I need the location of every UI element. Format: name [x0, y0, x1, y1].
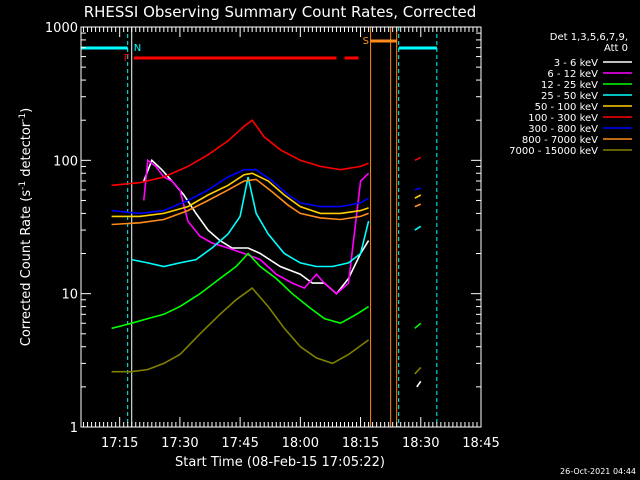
legend-header: Att 0	[604, 43, 628, 54]
legend-label: 7000 - 15000 keV	[509, 146, 598, 157]
series-line	[111, 172, 369, 218]
series-line	[414, 194, 422, 199]
y-tick-label: 100	[53, 154, 78, 169]
y-axis: 1 10 100 1000	[45, 21, 481, 436]
series-line	[414, 156, 422, 162]
series-line	[416, 380, 422, 388]
series-line	[414, 225, 422, 231]
x-axis: 17:15 17:30 17:45 18:00 18:15 18:30 18:45	[83, 27, 500, 451]
y-tick-label: 1	[70, 421, 78, 436]
legend-label: 100 - 300 keV	[528, 113, 598, 124]
saa-flag-label: S	[363, 36, 369, 47]
series-line	[414, 366, 422, 375]
series-line	[111, 287, 370, 373]
legend-label: 800 - 7000 keV	[522, 135, 598, 146]
series-line	[143, 158, 370, 295]
flare-flag-label: F	[124, 53, 130, 64]
y-axis-label: Corrected Count Rate (s-1 detector-1)	[18, 108, 34, 346]
y-tick-label: 10	[61, 288, 78, 303]
series-line	[111, 119, 369, 187]
status-flags: N S F	[81, 27, 438, 427]
legend-label: 3 - 6 keV	[554, 58, 598, 69]
series-line	[131, 176, 370, 268]
night-flag-label: N	[134, 43, 141, 54]
series-line	[111, 168, 369, 215]
series-line	[111, 178, 369, 226]
y-tick-label: 1000	[45, 21, 78, 36]
legend-label: 25 - 50 keV	[541, 91, 598, 102]
x-tick-label: 17:45	[221, 436, 258, 451]
chart-title: RHESSI Observing Summary Count Rates, Co…	[84, 3, 477, 21]
x-tick-label: 17:30	[161, 436, 198, 451]
plot-frame	[80, 26, 482, 428]
x-tick-label: 18:00	[282, 436, 319, 451]
series-line	[414, 187, 422, 191]
series-lines	[111, 119, 422, 388]
legend-label: 50 - 100 keV	[535, 102, 599, 113]
x-tick-label: 17:15	[101, 436, 138, 451]
x-tick-label: 18:45	[462, 436, 499, 451]
timestamp: 26-Oct-2021 04:44	[560, 467, 636, 476]
x-tick-label: 18:15	[342, 436, 379, 451]
x-axis-label: Start Time (08-Feb-15 17:05:22)	[175, 455, 385, 470]
legend-label: 6 - 12 keV	[547, 69, 598, 80]
x-tick-label: 18:30	[402, 436, 439, 451]
legend-label: 300 - 800 keV	[528, 124, 598, 135]
series-line	[414, 322, 422, 329]
legend-header: Det 1,3,5,6,7,9,	[550, 32, 628, 43]
series-line	[111, 252, 370, 330]
legend-label: 12 - 25 keV	[541, 80, 598, 91]
series-line	[414, 203, 422, 208]
